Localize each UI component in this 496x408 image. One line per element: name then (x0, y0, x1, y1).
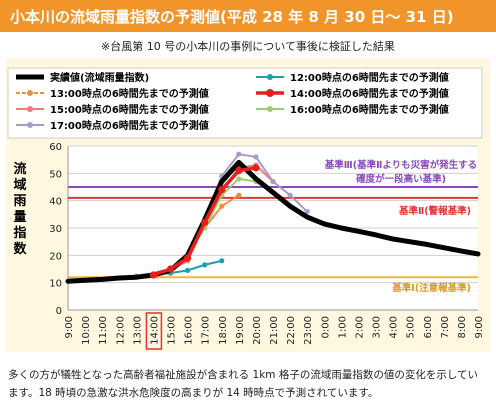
y-tick-label: 30 (49, 224, 62, 235)
x-tick-label: 20:00 (252, 316, 263, 345)
y-axis-label-char: 指 (13, 225, 26, 241)
line-chart: 0 10 20 30 40 50 60 基準Ⅲ(基準Ⅱよりも災害が発生する確度が一段高い基準)… (7, 67, 485, 350)
y-tick-label: 10 (49, 279, 62, 290)
series-point-6 (304, 209, 310, 215)
series-point-6 (287, 192, 293, 198)
series-point-3 (235, 167, 243, 175)
x-tick-label: 23:00 (303, 316, 314, 345)
x-tick-label: 9:00 (474, 316, 485, 338)
highlight-box-1400 (145, 312, 163, 350)
series-point-2 (219, 203, 225, 209)
legend-box (7, 67, 483, 139)
series-point-1 (184, 267, 191, 273)
x-tick-label: 3:00 (372, 316, 383, 338)
x-tick-label: 4:00 (389, 316, 400, 338)
chart-caption: 多くの方が犠牲となった高齢者福祉施設が含まれる 1km 格子の流域雨量指数の値の… (8, 369, 479, 399)
legend-label-3: 14:00時点の6時間先までの予測値 (290, 87, 449, 100)
x-tick-label: 9:00 (64, 316, 75, 338)
series-point-3 (218, 186, 226, 194)
x-tick-label: 0:00 (320, 316, 331, 338)
chart-panel: 0 10 20 30 40 50 60 基準Ⅲ(基準Ⅱよりも災害が発生する 確度が一段高い基準)… (6, 58, 490, 352)
series-point-2 (236, 192, 242, 198)
series-point-6 (270, 178, 276, 185)
x-tick-label: 15:00 (167, 316, 178, 345)
y-tick-label: 50 (49, 169, 62, 180)
page-title: 小本川の流域雨量指数の予測値(平成 28 年 8 月 30 日～ 31 日) (10, 8, 454, 26)
series-point-6 (236, 151, 242, 157)
legend-label-2: 13:00時点の6時間先までの予測値 (50, 87, 209, 100)
series-point-3 (201, 218, 209, 227)
legend-marker-3 (266, 89, 274, 97)
legend-label-0: 実績値(流域雨量指数) (50, 71, 149, 84)
legend-marker-5 (267, 106, 273, 112)
x-tick-label: 16:00 (184, 316, 195, 345)
chart-note: ※台風第 10 号の小本川の事例について事後に検証した結果 (101, 40, 395, 53)
y-tick-label: 0 (56, 306, 62, 317)
x-tick-label: 10:00 (81, 316, 92, 345)
legend-marker-2 (27, 90, 33, 96)
legend-marker-1 (267, 74, 273, 80)
series-point-3 (252, 164, 260, 172)
threshold-label-1: 基準Ⅰ(注意報基準) (391, 282, 471, 294)
legend-marker-4 (27, 106, 33, 112)
series-point-3 (166, 265, 175, 273)
y-tick-label: 60 (49, 142, 62, 153)
legend-label-4: 15:00時点の6時間先までの予測値 (50, 103, 209, 116)
x-tick-label: 21:00 (269, 316, 280, 345)
threshold-label-3: 基準Ⅲ(基準Ⅱよりも災害が発生する (324, 159, 477, 171)
y-axis-label-char: 雨 (13, 194, 26, 209)
x-tick-label: 2:00 (354, 316, 365, 338)
legend-marker-6 (27, 122, 33, 128)
x-tick-label: 17:00 (201, 316, 212, 345)
series-line-0 (65, 159, 481, 284)
title-bar: 小本川の流域雨量指数の予測値(平成 28 年 8 月 30 日～ 31 日) (0, 0, 496, 32)
x-tick-label: 12:00 (115, 316, 126, 345)
legend-label-6: 17:00時点の6時間先までの予測値 (50, 119, 209, 132)
x-tick-label: 8:00 (457, 316, 468, 338)
series-point-3 (149, 271, 158, 279)
x-tick-label: 14:00 (149, 316, 160, 345)
series-point-1 (219, 258, 225, 264)
y-axis-label-char: 流 (13, 161, 26, 177)
x-tick-label: 19:00 (235, 316, 246, 345)
y-axis-label-char: 数 (13, 241, 27, 257)
y-tick-label: 20 (49, 251, 62, 262)
y-axis-label-char: 量 (13, 210, 26, 225)
threshold-label-2: 基準Ⅱ(警報基準) (398, 205, 471, 217)
x-tick-label: 13:00 (132, 316, 143, 345)
legend-label-5: 16:00時点の6時間先までの予測値 (290, 103, 449, 116)
series-point-1 (202, 262, 208, 268)
x-tick-label: 5:00 (406, 316, 417, 338)
series-point-5 (236, 176, 242, 182)
series-point-6 (253, 154, 259, 160)
x-tick-label: 11:00 (98, 316, 109, 345)
x-tick-label: 1:00 (337, 316, 348, 338)
x-tick-label: 6:00 (423, 316, 434, 338)
series-point-3 (183, 254, 192, 262)
y-axis-label-char: 域 (13, 177, 26, 193)
x-tick-label: 18:00 (218, 316, 229, 345)
threshold-label-3-cont: 確度が一段高い基準) (356, 173, 446, 185)
legend-label-1: 12:00時点の6時間先までの予測値 (290, 71, 449, 84)
y-tick-label: 40 (49, 197, 62, 208)
x-tick-label: 22:00 (286, 316, 297, 345)
x-tick-label: 7:00 (440, 316, 451, 338)
